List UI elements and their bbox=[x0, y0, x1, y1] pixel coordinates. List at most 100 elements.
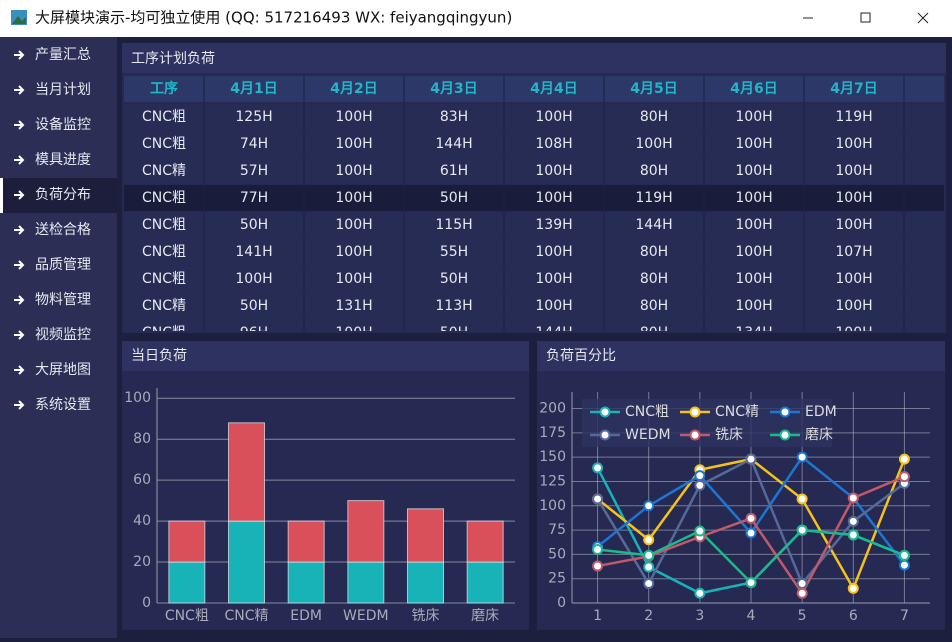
table-row[interactable] bbox=[124, 320, 944, 346]
nav-arrow bbox=[14, 85, 25, 95]
nav-item[interactable]: 当月计划 bbox=[35, 82, 91, 98]
data-point bbox=[592, 544, 604, 556]
nav-item[interactable]: 送检合格 bbox=[35, 222, 91, 238]
nav-item[interactable]: 品质管理 bbox=[35, 257, 91, 273]
column-header: 4月3日 bbox=[430, 81, 477, 97]
data-point bbox=[694, 525, 706, 537]
data-point bbox=[898, 453, 910, 465]
bar-segment bbox=[228, 520, 265, 604]
table-cell: CNC粗 bbox=[142, 271, 186, 287]
table-cell: 80H bbox=[640, 298, 668, 314]
table-cell: 100H bbox=[735, 217, 772, 233]
data-point bbox=[643, 578, 655, 590]
x-tick-label: 5 bbox=[798, 608, 807, 624]
table-cell: 100H bbox=[335, 163, 372, 179]
table-row[interactable] bbox=[124, 104, 944, 130]
nav-item[interactable]: 产量汇总 bbox=[35, 47, 91, 63]
x-tick-label: CNC粗 bbox=[165, 608, 209, 624]
column-header: 4月4日 bbox=[530, 81, 577, 97]
nav-item[interactable]: 视频监控 bbox=[35, 327, 91, 343]
nav-item[interactable]: 设备监控 bbox=[35, 116, 91, 133]
table-cell: 100H bbox=[335, 217, 372, 233]
table-row[interactable] bbox=[124, 266, 944, 292]
x-tick-label: 7 bbox=[900, 608, 909, 624]
table-row[interactable] bbox=[124, 212, 944, 238]
nav-item[interactable]: 模具进度 bbox=[35, 152, 91, 168]
nav-item[interactable]: 系统设置 bbox=[35, 397, 91, 413]
data-point bbox=[898, 471, 910, 483]
table-cell: 100H bbox=[835, 136, 872, 152]
table-cell: 80H bbox=[640, 244, 668, 260]
nav-item[interactable]: 负荷分布 bbox=[35, 187, 91, 203]
data-point bbox=[643, 500, 655, 512]
table-cell: 100H bbox=[835, 163, 872, 179]
maximize-button[interactable] bbox=[860, 12, 871, 23]
table-cell: 77H bbox=[240, 190, 268, 206]
table-cell: 100H bbox=[835, 271, 872, 287]
nav-item[interactable]: 大屏地图 bbox=[35, 362, 91, 378]
table-cell: CNC粗 bbox=[142, 109, 186, 125]
data-point bbox=[847, 529, 859, 541]
table-cell: 50H bbox=[240, 217, 268, 233]
table-cell: CNC粗 bbox=[142, 325, 186, 341]
bar-segment bbox=[168, 520, 206, 563]
x-tick-label: 1 bbox=[593, 608, 602, 624]
table-cell: 100H bbox=[735, 163, 772, 179]
nav-item[interactable]: 物料管理 bbox=[35, 292, 91, 308]
data-point bbox=[796, 578, 808, 590]
y-tick-label: 100 bbox=[124, 390, 151, 406]
title-bar bbox=[0, 0, 952, 37]
legend-marker bbox=[599, 406, 611, 418]
table: 工序 4月1日 4月2日 4月3日 4月4日 4月5日 4月6日 4月7日 CNC粗 125H 10… bbox=[124, 76, 944, 346]
x-tick-label: CNC精 bbox=[224, 608, 268, 624]
y-tick-label: 0 bbox=[142, 595, 151, 611]
panel-title: 负荷百分比 bbox=[546, 348, 616, 364]
legend-label: 铣床 bbox=[715, 427, 743, 443]
data-point bbox=[847, 582, 859, 594]
legend-label: WEDM bbox=[625, 427, 671, 443]
table-cell: 108H bbox=[535, 136, 572, 152]
data-point bbox=[745, 527, 757, 539]
table-cell: 134H bbox=[735, 325, 772, 341]
table-cell: 100H bbox=[835, 325, 872, 341]
data-point bbox=[592, 560, 604, 572]
table-cell: 115H bbox=[435, 217, 472, 233]
y-tick-label: 150 bbox=[539, 449, 566, 465]
y-tick-label: 20 bbox=[133, 554, 151, 570]
table-cell: 144H bbox=[435, 136, 472, 152]
y-tick-label: 125 bbox=[539, 473, 566, 489]
y-tick-label: 25 bbox=[548, 571, 566, 587]
data-point bbox=[592, 462, 604, 474]
table-header-row bbox=[124, 76, 944, 102]
nav-arrow bbox=[14, 50, 25, 60]
table-cell: 55H bbox=[440, 244, 468, 260]
table-row[interactable] bbox=[124, 293, 944, 319]
y-tick-label: 200 bbox=[539, 401, 566, 417]
nav-arrow bbox=[14, 330, 25, 340]
table-cell: 96H bbox=[240, 325, 268, 341]
data-point bbox=[643, 534, 655, 546]
table-row[interactable] bbox=[124, 239, 944, 265]
data-point bbox=[694, 479, 706, 491]
y-tick-label: 0 bbox=[557, 595, 566, 611]
nav-arrow bbox=[14, 400, 25, 410]
table-row[interactable] bbox=[124, 131, 944, 157]
nav-arrow bbox=[14, 225, 25, 235]
bar-segment bbox=[228, 422, 265, 522]
panel-header bbox=[122, 43, 946, 73]
table-cell: 100H bbox=[835, 217, 872, 233]
y-tick-label: 175 bbox=[539, 425, 566, 441]
data-point bbox=[796, 524, 808, 536]
nav-arrow bbox=[14, 155, 25, 165]
nav-arrow bbox=[14, 260, 25, 270]
data-point bbox=[898, 559, 910, 571]
data-point bbox=[643, 549, 655, 561]
table-row[interactable] bbox=[124, 185, 944, 211]
x-tick-label: 磨床 bbox=[471, 608, 499, 624]
bar-segment bbox=[466, 520, 504, 563]
table-row[interactable] bbox=[124, 158, 944, 184]
column-header: 工序 bbox=[150, 80, 178, 97]
data-point bbox=[745, 512, 757, 524]
close-button[interactable] bbox=[917, 12, 929, 24]
